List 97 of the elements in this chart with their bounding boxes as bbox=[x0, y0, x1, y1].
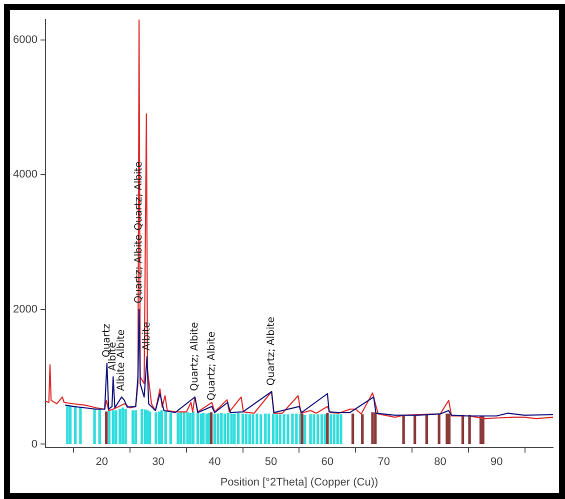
bar bbox=[414, 414, 416, 444]
bar bbox=[286, 414, 290, 444]
x-tick-label: 20 bbox=[96, 456, 108, 468]
bar bbox=[275, 414, 278, 444]
bar bbox=[244, 414, 248, 444]
bar bbox=[208, 412, 210, 444]
annotation: Quartz; Albite bbox=[134, 161, 145, 230]
bar bbox=[304, 414, 306, 444]
x-axis-title: Position [°2Theta] (Copper (Cu)) bbox=[220, 476, 378, 488]
bar bbox=[374, 412, 377, 444]
bar bbox=[332, 414, 336, 444]
bar bbox=[112, 410, 114, 444]
annotation: Quartz; Albite bbox=[190, 322, 201, 392]
bar bbox=[291, 414, 294, 444]
x-tick-label: 40 bbox=[208, 456, 221, 468]
bar bbox=[160, 410, 163, 444]
x-tick-label: 90 bbox=[490, 456, 503, 468]
bar bbox=[448, 414, 451, 444]
bar bbox=[182, 412, 186, 444]
bar bbox=[226, 412, 230, 444]
bar bbox=[336, 414, 339, 444]
annotation: Albite bbox=[142, 322, 153, 351]
bar bbox=[425, 414, 428, 444]
bar bbox=[93, 408, 96, 444]
bar bbox=[68, 406, 72, 444]
bar bbox=[446, 414, 448, 444]
bar bbox=[66, 406, 69, 444]
bar bbox=[148, 412, 152, 444]
x-tick-label: 30 bbox=[152, 456, 164, 468]
bar bbox=[158, 412, 161, 444]
bar bbox=[316, 414, 320, 444]
bar bbox=[252, 414, 254, 444]
bar bbox=[124, 408, 127, 444]
bar bbox=[108, 410, 111, 444]
bar bbox=[179, 412, 182, 444]
bar bbox=[118, 408, 122, 444]
bar bbox=[309, 414, 312, 444]
bar bbox=[242, 414, 244, 444]
bar bbox=[264, 414, 267, 444]
bar bbox=[210, 412, 213, 444]
bar bbox=[154, 412, 158, 444]
bar bbox=[326, 412, 329, 444]
y-tick-label: 0 bbox=[31, 438, 38, 450]
bar bbox=[164, 412, 167, 444]
annotation: Albite bbox=[116, 329, 128, 358]
bar bbox=[79, 408, 82, 444]
bar bbox=[248, 414, 251, 444]
bar bbox=[216, 414, 220, 444]
x-tick-label: 80 bbox=[434, 456, 446, 468]
x-tick-label: 50 bbox=[264, 456, 278, 468]
bar bbox=[98, 410, 101, 444]
bar bbox=[282, 414, 286, 444]
bar bbox=[272, 414, 275, 444]
bar bbox=[202, 412, 205, 444]
bar bbox=[438, 414, 440, 444]
annotation: Quartz; Albite bbox=[134, 234, 145, 304]
bar bbox=[132, 410, 134, 444]
y-tick-label: 2000 bbox=[12, 303, 38, 316]
bar bbox=[256, 414, 258, 444]
bar bbox=[134, 410, 138, 444]
bar bbox=[278, 414, 282, 444]
bar bbox=[196, 412, 200, 444]
bar bbox=[340, 414, 342, 444]
bar bbox=[267, 414, 270, 444]
y-tick-label: 6000 bbox=[12, 34, 38, 46]
bar bbox=[260, 414, 262, 444]
bar bbox=[105, 412, 108, 444]
bar bbox=[312, 414, 316, 444]
bar bbox=[186, 412, 189, 444]
bar bbox=[223, 414, 226, 444]
bar bbox=[213, 414, 216, 444]
bar bbox=[468, 414, 471, 444]
bar bbox=[233, 414, 236, 444]
annotation: Albite bbox=[116, 362, 128, 392]
bar bbox=[189, 412, 192, 444]
bar bbox=[361, 414, 364, 444]
y-tick-label: 4000 bbox=[12, 168, 38, 181]
bar bbox=[74, 406, 77, 444]
bar bbox=[169, 412, 172, 444]
bar bbox=[192, 412, 195, 444]
bar bbox=[402, 414, 405, 444]
bar bbox=[230, 414, 233, 444]
bar bbox=[220, 412, 223, 444]
bar bbox=[114, 410, 118, 444]
bar bbox=[329, 414, 332, 444]
bar bbox=[140, 408, 144, 444]
annotation: Quartz; Albite bbox=[206, 332, 218, 400]
x-tick-label: 60 bbox=[321, 456, 334, 468]
bar bbox=[237, 412, 240, 444]
bar bbox=[320, 414, 324, 444]
bar bbox=[121, 408, 124, 444]
bar bbox=[371, 412, 374, 444]
bar bbox=[351, 414, 354, 444]
bar bbox=[295, 414, 298, 444]
x-tick-label: 70 bbox=[378, 456, 390, 468]
annotation: Quartz; Albite bbox=[266, 316, 278, 386]
bar bbox=[176, 412, 180, 444]
